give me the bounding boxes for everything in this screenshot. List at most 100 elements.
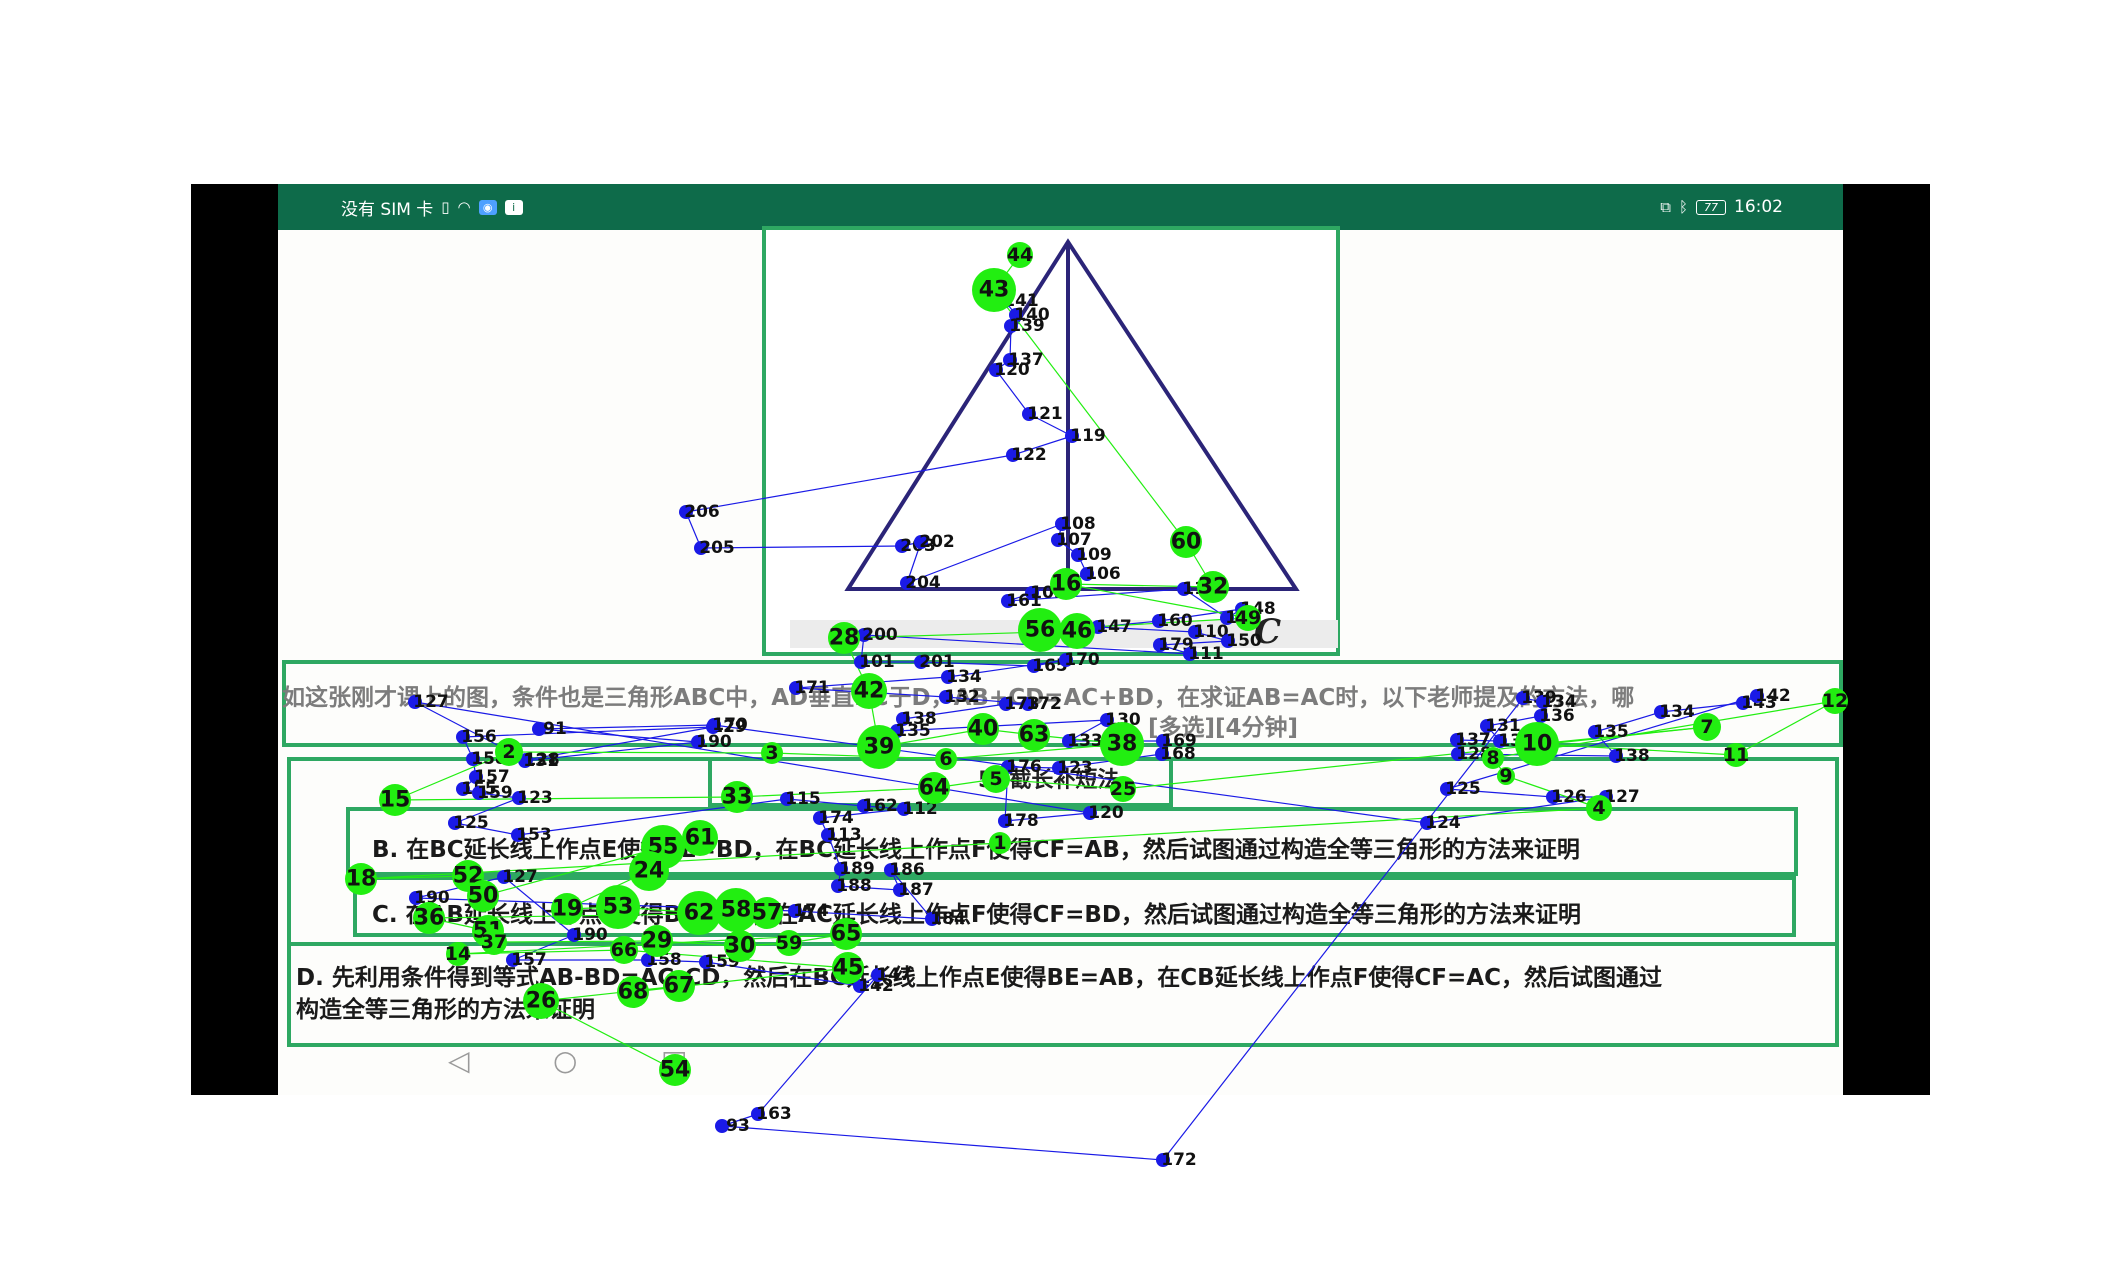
blue-fixation-marker <box>466 752 480 766</box>
green-fixation-label: 44 <box>1007 244 1033 266</box>
blue-fixation-marker <box>472 786 486 800</box>
green-fixation-marker <box>857 725 901 769</box>
green-fixation-marker <box>935 748 957 770</box>
blue-scanpath-segment <box>906 541 922 584</box>
option-c[interactable] <box>353 876 1796 937</box>
green-fixation-marker <box>610 936 638 964</box>
blue-fixation-marker <box>1440 782 1454 796</box>
blue-scanpath-segment <box>1456 739 1501 742</box>
blue-scanpath-segment <box>524 741 699 762</box>
option-d[interactable] <box>287 942 1839 1047</box>
blue-fixation-label: 136 <box>1539 706 1575 726</box>
blue-scanpath-segment <box>1004 812 1091 822</box>
blue-fixation-label: 172 <box>1161 1150 1197 1170</box>
blue-fixation-marker <box>641 953 655 967</box>
blue-fixation-label: 159 <box>477 783 513 803</box>
blue-fixation-marker <box>699 955 713 969</box>
blue-scanpath-segment <box>819 808 905 819</box>
blue-fixation-marker <box>1065 429 1079 443</box>
green-fixation-label: 57 <box>752 901 783 926</box>
blue-fixation-label: 115 <box>785 789 821 809</box>
blue-fixation-label: 188 <box>836 876 872 896</box>
green-fixation-marker <box>551 893 583 925</box>
blue-fixation-marker <box>1221 634 1235 648</box>
blue-fixation-marker <box>1480 719 1494 733</box>
blue-fixation-marker <box>1451 747 1465 761</box>
green-fixation-label: 49 <box>1235 607 1261 629</box>
blue-scanpath-segment <box>837 885 901 891</box>
blue-scanpath-segment <box>721 1125 1164 1161</box>
blue-fixation-marker <box>1156 1153 1170 1167</box>
blue-fixation-marker <box>1534 709 1548 723</box>
green-fixation-marker <box>761 742 783 764</box>
blue-scanpath-segment <box>414 701 1091 814</box>
blue-scanpath-segment <box>700 545 903 549</box>
blue-fixation-marker <box>1177 582 1191 596</box>
green-fixation-marker <box>467 880 499 912</box>
green-fixation-label: 54 <box>660 1058 691 1083</box>
green-fixation-label: 60 <box>1171 530 1202 555</box>
blue-fixation-label: 135 <box>895 721 931 741</box>
blue-fixation-marker <box>1100 713 1114 727</box>
green-fixation-marker <box>972 268 1016 312</box>
bluetooth-icon: ᛒ <box>1678 198 1688 216</box>
blue-fixation-marker <box>506 953 520 967</box>
blue-fixation-marker <box>715 1119 729 1133</box>
blue-scanpath-segment <box>705 961 861 987</box>
blue-fixation-marker <box>1736 696 1750 710</box>
green-fixation-marker <box>1018 719 1050 751</box>
option-b[interactable] <box>346 807 1798 876</box>
blue-fixation-label: 157 <box>511 950 547 970</box>
blue-fixation-marker <box>448 816 462 830</box>
home-button[interactable]: ○ <box>553 1044 578 1077</box>
green-scanpath-segment <box>945 743 1123 760</box>
blue-scanpath-segment <box>906 523 1063 584</box>
green-fixation-marker <box>641 925 673 957</box>
green-fixation-label: 61 <box>685 826 716 851</box>
blue-fixation-marker <box>821 828 835 842</box>
blue-fixation-marker <box>900 576 914 590</box>
blue-fixation-marker <box>1071 548 1085 562</box>
blue-scanpath-segment <box>890 869 933 920</box>
green-scanpath-segment <box>508 751 773 754</box>
green-fixation-label: 12 <box>1822 690 1848 712</box>
blue-fixation-label: 162 <box>862 796 898 816</box>
back-button[interactable]: ◁ <box>448 1044 470 1077</box>
green-fixation-marker <box>989 832 1011 854</box>
blue-fixation-label: 120 <box>994 360 1030 380</box>
blue-fixation-marker <box>925 912 939 926</box>
green-fixation-marker <box>967 713 999 745</box>
green-fixation-label: 8 <box>1486 747 1499 769</box>
blue-fixation-label: 131 <box>1485 716 1521 736</box>
blue-scanpath-segment <box>538 724 715 730</box>
blue-fixation-label: 142 <box>1755 686 1791 706</box>
blue-fixation-label: 157 <box>474 767 510 787</box>
blue-fixation-marker <box>1220 611 1234 625</box>
green-fixation-label: 37 <box>481 931 507 953</box>
blue-fixation-marker <box>1183 647 1197 661</box>
blue-fixation-label: 147 <box>876 965 912 985</box>
blue-fixation-label: 134 <box>1541 692 1577 712</box>
green-fixation-label: 39 <box>864 735 895 760</box>
green-fixation-marker <box>1497 767 1515 785</box>
green-fixation-marker <box>830 918 862 950</box>
green-fixation-label: 53 <box>603 895 634 920</box>
blue-fixation-marker <box>895 539 909 553</box>
blue-fixation-marker <box>1609 749 1623 763</box>
blue-scanpath-segment <box>1068 719 1108 742</box>
green-fixation-marker <box>1822 688 1848 714</box>
green-fixation-label: 19 <box>552 897 583 922</box>
blue-fixation-label: 123 <box>1057 758 1093 778</box>
green-fixation-label: 56 <box>1025 618 1056 643</box>
blue-fixation-label: 109 <box>1076 545 1112 565</box>
blue-fixation-label: 170 <box>712 715 748 735</box>
green-fixation-label: 2 <box>502 741 515 763</box>
blue-scanpath-segment <box>902 703 1007 720</box>
blue-fixation-label: 125 <box>453 813 489 833</box>
blue-fixation-label: 147 <box>1096 617 1132 637</box>
blue-fixation-marker <box>989 363 1003 377</box>
blue-scanpath-segment <box>1007 588 1185 602</box>
green-fixation-label: 58 <box>721 898 752 923</box>
green-fixation-marker <box>523 983 559 1019</box>
blue-fixation-label: 153 <box>516 825 552 845</box>
